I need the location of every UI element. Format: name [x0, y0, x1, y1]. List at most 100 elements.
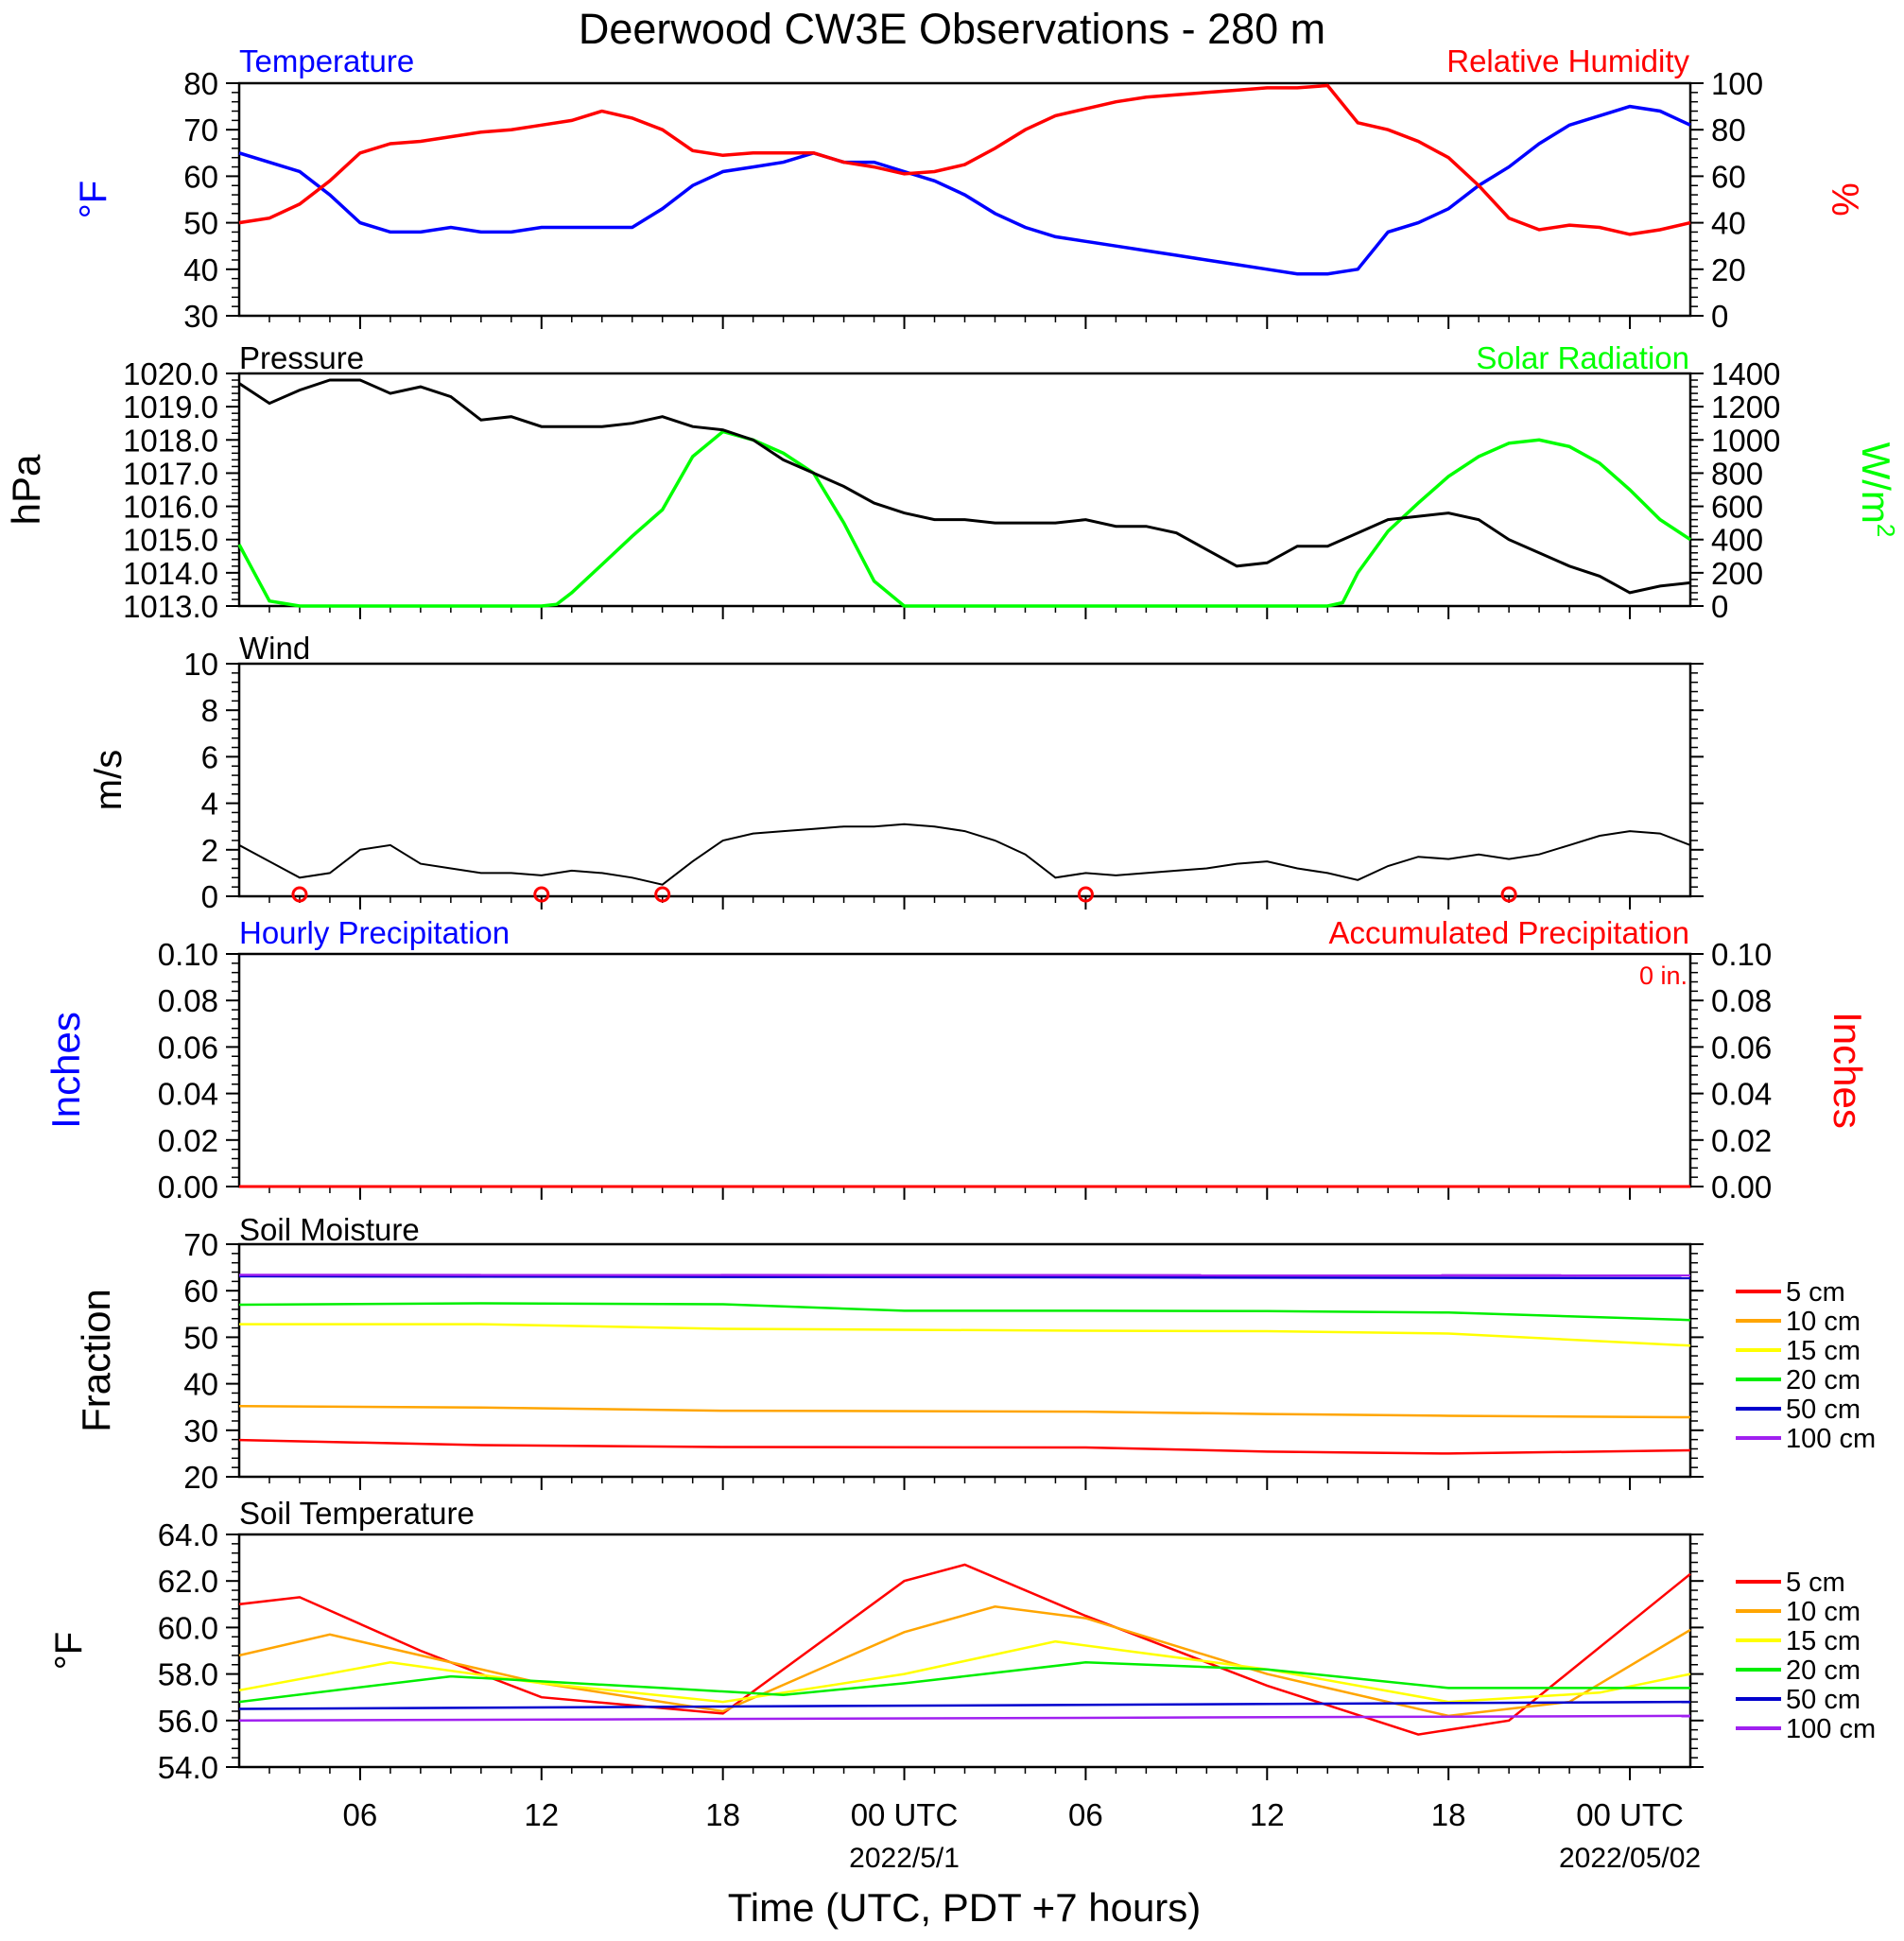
legend-label: 15 cm	[1786, 1626, 1861, 1656]
y-tick-label: 2	[201, 833, 218, 868]
y-tick-label: 60	[183, 1274, 218, 1308]
soil-moisture-unit-label: Fraction	[74, 1289, 118, 1432]
legend-label: 5 cm	[1786, 1277, 1845, 1308]
legend-label: 50 cm	[1786, 1685, 1861, 1715]
temperature-title: Temperature	[239, 43, 414, 78]
wind-calm-markers	[291, 886, 1517, 903]
y-tick-label: 0.04	[158, 1077, 218, 1112]
accumulated-precipitation-title: Accumulated Precipitation	[1328, 915, 1689, 950]
y-right-tick-label: 1400	[1711, 356, 1780, 391]
soil-series-line	[238, 1274, 1691, 1277]
x-tick-label: 06	[343, 1797, 378, 1832]
temperature-unit-label: °F	[73, 181, 114, 218]
y-tick-label: 0.08	[158, 983, 218, 1018]
y-right-tick-label: 60	[1711, 159, 1746, 194]
panel-frame	[237, 372, 1692, 608]
legend-label: 50 cm	[1786, 1395, 1861, 1425]
accumulated-precipitation-unit: Inches	[1826, 1012, 1870, 1129]
figure-title: Deerwood CW3E Observations - 280 m	[579, 5, 1325, 53]
axis-ticks: 54.0 56.0 58.0 60.0 62.0 64.0	[158, 1517, 1704, 1785]
pressure-line	[238, 378, 1691, 595]
hourly-precipitation-title: Hourly Precipitation	[239, 915, 510, 950]
soil-series-line	[238, 1639, 1691, 1704]
svg-text:W/m2: W/m2	[1854, 442, 1900, 538]
solar-title: Solar Radiation	[1476, 340, 1689, 375]
y-tick-label: 0.10	[158, 937, 218, 972]
soil-temperature-unit-label: °F	[48, 1632, 90, 1670]
y-right-tick-label: 0.00	[1711, 1170, 1772, 1204]
y-tick-label: 40	[183, 1367, 218, 1402]
y-right-tick-label: 1000	[1711, 423, 1780, 458]
y-tick-label: 1017.0	[123, 456, 218, 491]
y-tick-label: 62.0	[158, 1564, 218, 1599]
humidity-title: Relative Humidity	[1446, 43, 1689, 78]
x-date-label: 2022/05/02	[1559, 1843, 1701, 1874]
panel-frame	[237, 952, 1692, 1188]
legend-label: 20 cm	[1786, 1365, 1861, 1395]
y-right-tick-label: 80	[1711, 113, 1746, 147]
soil-moisture-title: Soil Moisture	[239, 1212, 420, 1247]
y-tick-label: 54.0	[158, 1750, 218, 1785]
y-right-tick-label: 0.06	[1711, 1030, 1772, 1065]
y-right-tick-label: 40	[1711, 206, 1746, 241]
y-right-tick-label: 0.10	[1711, 937, 1772, 972]
legend-label: 10 cm	[1786, 1597, 1861, 1627]
y-tick-label: 70	[183, 1227, 218, 1262]
y-tick-label: 6	[201, 739, 218, 774]
y-tick-label: 58.0	[158, 1657, 218, 1692]
y-tick-label: 50	[183, 206, 218, 241]
y-right-tick-label: 0.02	[1711, 1123, 1772, 1158]
legend-label: 15 cm	[1786, 1336, 1861, 1366]
x-tick-label: 12	[524, 1797, 559, 1832]
solar-radiation-line	[237, 429, 1691, 608]
y-right-tick-label: 200	[1711, 556, 1763, 591]
y-tick-label: 10	[183, 647, 218, 682]
y-tick-label: 0	[201, 879, 218, 914]
y-tick-label: 40	[183, 252, 218, 287]
y-right-tick-label: 20	[1711, 252, 1746, 287]
y-tick-label: 50	[183, 1320, 218, 1355]
y-tick-label: 0.02	[158, 1123, 218, 1158]
axis-ticks: 1013.01014.01015.01016.01017.01018.01019…	[123, 356, 1780, 624]
pressure-title: Pressure	[239, 340, 364, 375]
legend-label: 100 cm	[1786, 1424, 1876, 1454]
y-right-tick-label: 0	[1711, 589, 1728, 624]
y-tick-label: 80	[183, 66, 218, 101]
x-tick-label: 18	[1431, 1797, 1466, 1832]
legend-label: 100 cm	[1786, 1714, 1876, 1744]
x-axis-title: Time (UTC, PDT +7 hours)	[728, 1885, 1202, 1930]
y-tick-label: 64.0	[158, 1517, 218, 1552]
y-tick-label: 1013.0	[123, 589, 218, 624]
wind-speed-line	[238, 823, 1691, 886]
soil-series-line	[238, 1302, 1691, 1322]
solar-unit-base: W/m	[1854, 442, 1898, 524]
soil-temperature-title: Soil Temperature	[239, 1496, 475, 1531]
y-tick-label: 60.0	[158, 1610, 218, 1645]
panel-soil-moisture: Soil Moisture 20 30 40 50 60 70 Fraction 5 cm…	[74, 1212, 1876, 1495]
y-tick-label: 70	[183, 113, 218, 147]
wind-unit-label: m/s	[88, 750, 130, 810]
y-tick-label: 8	[201, 693, 218, 728]
y-tick-label: 1020.0	[123, 356, 218, 391]
panel-frame	[237, 1242, 1692, 1479]
x-date-label: 2022/5/1	[849, 1843, 960, 1874]
axis-ticks: 0 2 4 6 8 10	[183, 647, 1704, 914]
soil-series-line	[238, 1274, 1691, 1280]
x-tick-label: 06	[1068, 1797, 1103, 1832]
y-right-tick-label: 100	[1711, 66, 1763, 101]
panel-precipitation: Hourly Precipitation Accumulated Precipi…	[43, 915, 1870, 1204]
soil-series-line	[238, 1563, 1691, 1736]
y-right-tick-label: 0	[1711, 299, 1728, 334]
solar-unit-exponent: 2	[1872, 524, 1900, 537]
y-tick-label: 4	[201, 787, 218, 822]
y-right-tick-label: 0.04	[1711, 1077, 1772, 1112]
y-right-tick-label: 0.08	[1711, 983, 1772, 1018]
y-right-tick-label: 400	[1711, 523, 1763, 558]
x-axis-tick-labels: 06 12 18 00 UTC 2022/5/1 06 12 18 00 UTC 2022/05/…	[343, 1797, 1702, 1874]
legend-label: 10 cm	[1786, 1307, 1861, 1337]
y-tick-label: 1015.0	[123, 523, 218, 558]
panel-soil-temperature: Soil Temperature 54.0 56.0 58.0 60.0 62.0 64.…	[48, 1496, 1876, 1785]
